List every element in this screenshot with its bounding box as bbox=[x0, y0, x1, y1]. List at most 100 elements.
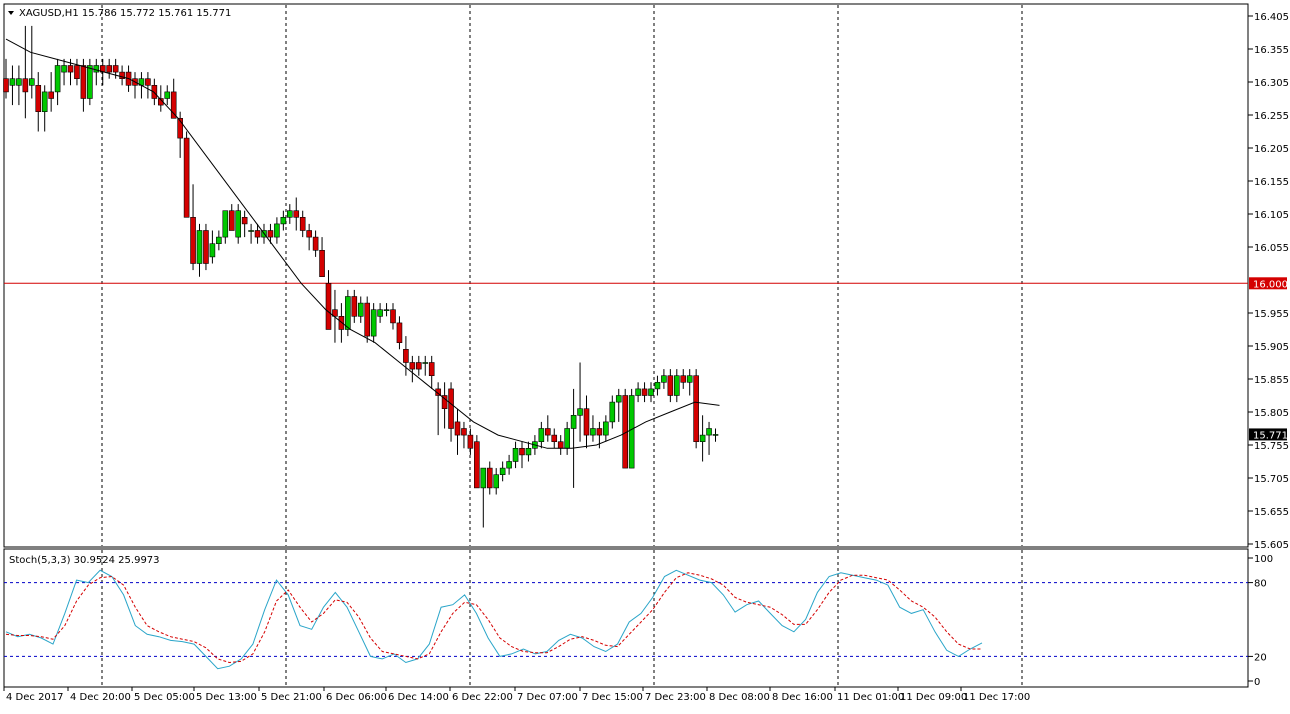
bull-candle bbox=[609, 401, 616, 423]
bear-candle bbox=[203, 230, 209, 264]
price-tick-label: 16.255 bbox=[1254, 111, 1289, 122]
bear-candle bbox=[306, 230, 312, 238]
time-tick-label: 6 Dec 06:00 bbox=[326, 692, 387, 703]
symbol-dropdown-icon[interactable] bbox=[8, 11, 14, 15]
bear-candle bbox=[641, 388, 648, 396]
moving-average-line bbox=[5, 38, 720, 449]
bull-candle bbox=[41, 91, 48, 113]
current-price-box bbox=[1249, 428, 1287, 441]
grid-layer bbox=[101, 5, 1023, 686]
time-tick-label: 11 Dec 09:00 bbox=[900, 692, 967, 703]
price-tick-label: 16.155 bbox=[1254, 177, 1289, 188]
bull-candle bbox=[216, 236, 222, 245]
bull-candle bbox=[712, 434, 719, 436]
level-label-box bbox=[1249, 277, 1287, 290]
bull-candle bbox=[654, 381, 661, 390]
bear-candle bbox=[74, 65, 80, 79]
bull-candle bbox=[383, 309, 390, 312]
time-tick-label: 4 Dec 2017 bbox=[6, 692, 64, 703]
bear-candle bbox=[293, 210, 300, 218]
bear-candle bbox=[332, 309, 338, 317]
time-tick-label: 4 Dec 20:00 bbox=[70, 692, 131, 703]
bear-candle bbox=[448, 388, 454, 429]
bear-candle bbox=[267, 230, 274, 238]
bear-candle bbox=[112, 65, 119, 73]
bear-candle bbox=[551, 434, 558, 443]
bear-candle bbox=[67, 65, 74, 73]
price-tick-label: 16.105 bbox=[1254, 210, 1289, 221]
stoch-panel bbox=[3, 548, 1249, 688]
price-tick-label: 15.805 bbox=[1254, 408, 1289, 419]
bull-candle bbox=[706, 428, 712, 436]
price-tick-label: 16.055 bbox=[1254, 243, 1289, 254]
bull-candle bbox=[570, 414, 577, 429]
stoch-signal-line bbox=[5, 572, 982, 664]
bull-candle bbox=[661, 375, 667, 383]
stoch-header: Stoch(5,3,3) 30.9524 25.9973 bbox=[9, 555, 160, 566]
bear-candle bbox=[693, 375, 699, 443]
bear-candle bbox=[241, 217, 248, 225]
bull-candle bbox=[577, 408, 583, 416]
price-tick-label: 15.755 bbox=[1254, 441, 1289, 452]
time-tick-label: 6 Dec 14:00 bbox=[388, 692, 449, 703]
bull-candle bbox=[87, 65, 93, 99]
time-tick-label: 11 Dec 17:00 bbox=[963, 692, 1030, 703]
bull-candle bbox=[93, 65, 100, 73]
bear-candle bbox=[177, 118, 183, 139]
axis-layer: 16.405 16.355 16.305 16.255 16.205 16.155 16.1… bbox=[3, 12, 1289, 703]
price-tick-label: 16.355 bbox=[1254, 45, 1289, 56]
bear-candle bbox=[557, 441, 564, 449]
bear-candle bbox=[467, 434, 474, 449]
bear-candle bbox=[35, 85, 42, 113]
bear-candle bbox=[48, 91, 54, 99]
bull-candle bbox=[235, 210, 241, 238]
bear-candle bbox=[454, 421, 461, 436]
bull-candle bbox=[28, 78, 35, 86]
bull-candle bbox=[9, 78, 16, 86]
time-tick-label: 7 Dec 07:00 bbox=[517, 692, 578, 703]
time-tick-label: 7 Dec 15:00 bbox=[582, 692, 643, 703]
bull-candle bbox=[164, 91, 171, 99]
bull-candle bbox=[222, 210, 229, 238]
price-tick-label: 15.855 bbox=[1254, 375, 1289, 386]
time-tick-label: 5 Dec 21:00 bbox=[261, 692, 322, 703]
bear-candle bbox=[183, 137, 190, 218]
bear-candle bbox=[409, 362, 416, 370]
time-tick-label: 8 Dec 16:00 bbox=[772, 692, 833, 703]
bull-candle bbox=[506, 461, 512, 469]
bear-candle bbox=[596, 428, 603, 436]
price-tick-label: 15.705 bbox=[1254, 474, 1289, 485]
bull-candle bbox=[615, 395, 622, 403]
bear-candle bbox=[80, 65, 87, 99]
bear-candle bbox=[428, 362, 435, 376]
level-layer: 16.000 bbox=[4, 277, 1288, 290]
bear-candle bbox=[299, 217, 306, 231]
price-tick-label: 15.605 bbox=[1254, 540, 1289, 551]
bear-candle bbox=[396, 322, 403, 343]
bull-candle bbox=[274, 223, 280, 238]
bull-candle bbox=[422, 362, 429, 364]
current-price-label: 15.771 bbox=[1253, 430, 1288, 441]
bear-candle bbox=[170, 91, 177, 119]
bear-candle bbox=[190, 217, 196, 264]
price-tick-label: 15.955 bbox=[1254, 309, 1289, 320]
price-tick-label: 16.205 bbox=[1254, 144, 1289, 155]
bull-candle bbox=[345, 296, 351, 330]
bull-candle bbox=[648, 388, 654, 396]
time-tick-label: 11 Dec 01:00 bbox=[837, 692, 904, 703]
bull-candle bbox=[699, 434, 706, 443]
bull-candle bbox=[512, 447, 519, 462]
bull-candle bbox=[538, 428, 545, 442]
price-tick-label: 15.655 bbox=[1254, 507, 1289, 518]
bull-candle bbox=[525, 447, 532, 456]
bear-candle bbox=[106, 65, 112, 73]
bear-candle bbox=[441, 395, 448, 409]
bear-candle bbox=[435, 388, 441, 396]
bear-candle bbox=[474, 441, 480, 489]
bear-candle bbox=[364, 302, 371, 337]
bull-candle bbox=[564, 428, 570, 449]
time-tick-label: 5 Dec 05:00 bbox=[134, 692, 195, 703]
bear-candle bbox=[351, 296, 358, 317]
